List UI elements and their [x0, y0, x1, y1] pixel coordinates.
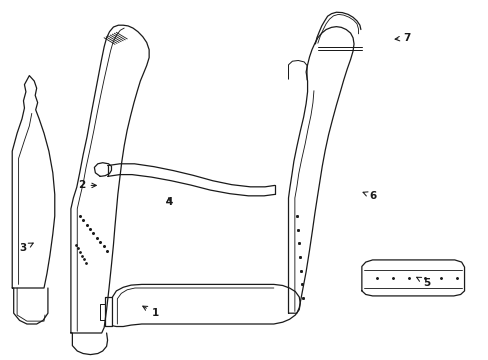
Text: 6: 6	[362, 191, 376, 201]
Text: 1: 1	[142, 306, 159, 318]
Text: 5: 5	[416, 277, 429, 288]
Text: 3: 3	[20, 243, 33, 253]
Text: 4: 4	[164, 197, 172, 207]
Text: 7: 7	[394, 33, 410, 43]
Text: 2: 2	[78, 180, 96, 190]
